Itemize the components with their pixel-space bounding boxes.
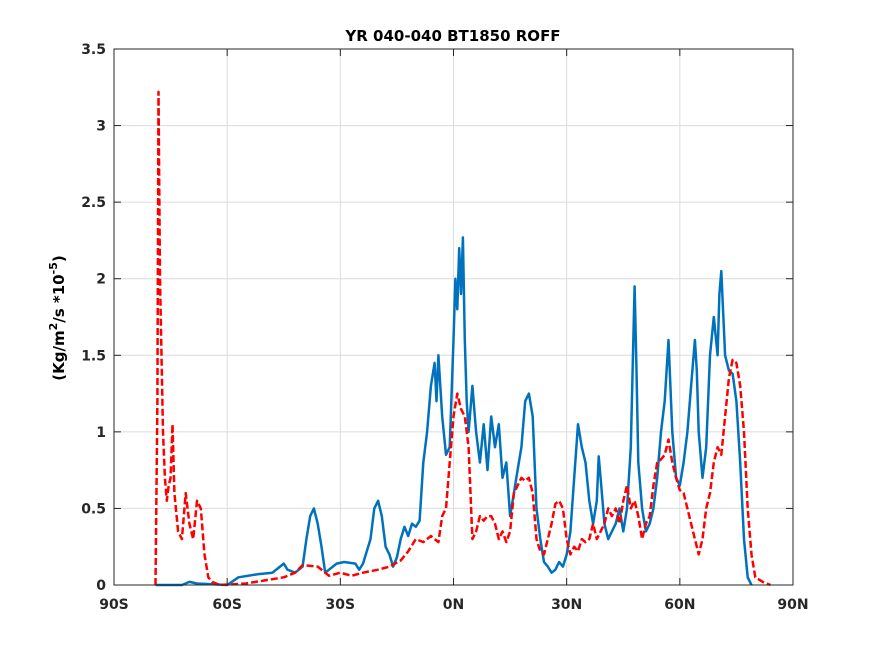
x-tick-label: 30N <box>551 597 582 613</box>
y-tick-label: 2.5 <box>81 195 106 211</box>
x-tick-label: 90S <box>99 597 129 613</box>
y-tick-label: 0.5 <box>81 501 106 517</box>
y-tick-label: 2 <box>96 272 106 288</box>
tick-marks <box>113 48 794 586</box>
y-axis-label: (Kg/m2/s *10-5) <box>47 255 68 380</box>
y-tick-label: 3 <box>96 119 106 135</box>
x-tick-label: 90N <box>777 597 808 613</box>
y-tick-label: 0 <box>96 578 106 594</box>
series-layer <box>154 90 771 587</box>
x-tick-label: 60N <box>664 597 695 613</box>
y-tick-label: 1 <box>96 425 106 441</box>
y-tick-label: 1.5 <box>81 348 106 364</box>
x-tick-label: 30S <box>326 597 356 613</box>
x-tick-labels: 90S 60S 30S 0N 30N 60N 90N <box>99 597 808 613</box>
y-tick-label: 3.5 <box>81 42 106 58</box>
chart-title: YR 040-040 BT1850 ROFF <box>344 27 560 45</box>
series-line-2 <box>154 90 771 587</box>
x-tick-label: 0N <box>443 597 464 613</box>
x-tick-label: 60S <box>212 597 242 613</box>
y-tick-labels: 0 0.5 1 1.5 2 2.5 3 3.5 <box>81 42 106 594</box>
